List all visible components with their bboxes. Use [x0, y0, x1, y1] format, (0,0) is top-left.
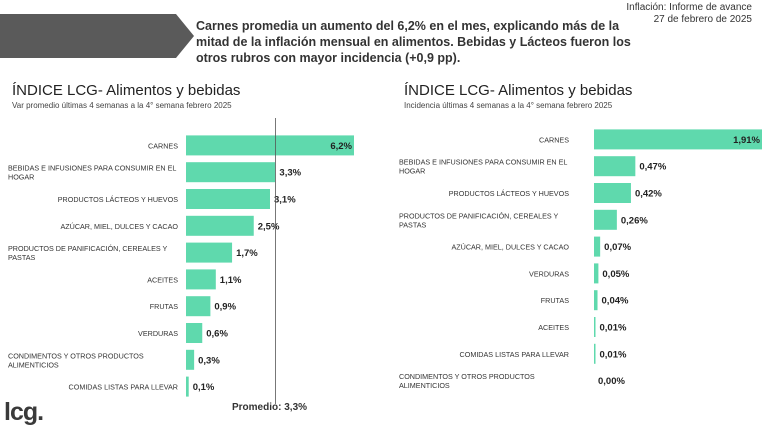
- variation-value-label: 3,3%: [279, 168, 301, 179]
- variation-category-label: COMIDAS LISTAS PARA LLEVAR: [69, 383, 178, 392]
- incidence-value-label: 1,91%: [733, 135, 760, 146]
- incidence-category-label: BEBIDAS E INFUSIONES PARA CONSUMIR EN EL: [399, 158, 567, 167]
- incidence-value-label: 0,05%: [602, 269, 629, 280]
- variation-value-label: 0,9%: [214, 302, 236, 313]
- incidence-value-label: 0,01%: [600, 349, 627, 360]
- variation-bar: [186, 269, 216, 290]
- variation-bar: [186, 189, 270, 209]
- incidence-value-label: 0,01%: [600, 323, 627, 334]
- incidence-bar: [594, 290, 598, 311]
- variation-bar: [186, 215, 254, 236]
- incidence-category-label: VERDURAS: [529, 269, 569, 278]
- variation-bar: [186, 296, 211, 317]
- variation-bar: [186, 323, 203, 343]
- incidence-value-label: 0,47%: [639, 162, 666, 173]
- variation-value-label: 0,3%: [198, 355, 220, 366]
- headline-banner-arrow: [0, 14, 194, 58]
- variation-value-label: 2,5%: [258, 221, 280, 232]
- variation-category-label: PASTAS: [8, 253, 35, 262]
- variation-category-label: CONDIMENTOS Y OTROS PRODUCTOS: [8, 351, 144, 360]
- variation-value-label: 6,2%: [330, 141, 352, 152]
- chart-subtitle-incidence: Incidencia últimas 4 semanas a la 4° sem…: [404, 101, 613, 110]
- incidence-value-label: 0,42%: [635, 189, 662, 200]
- lcg-logo: lcg.: [4, 398, 44, 426]
- incidence-category-label: COMIDAS LISTAS PARA LLEVAR: [460, 350, 569, 359]
- variation-category-label: BEBIDAS E INFUSIONES PARA CONSUMIR EN EL: [8, 164, 176, 173]
- variation-category-label: AZÚCAR, MIEL, DULCES Y CACAO: [60, 222, 178, 231]
- incidence-bar: [594, 129, 762, 150]
- incidence-value-label: 0,07%: [604, 242, 631, 253]
- variation-bar: [186, 349, 195, 370]
- incidence-bar: [594, 236, 601, 257]
- incidence-bar: [594, 317, 596, 337]
- variation-value-label: 0,1%: [193, 382, 215, 393]
- variation-bar: [186, 242, 233, 263]
- incidence-value-label: 0,04%: [602, 296, 629, 307]
- variation-category-label: ACEITES: [147, 275, 178, 284]
- incidence-bar: [594, 343, 596, 364]
- variation-bar-chart: CARNES 6,2% BEBIDAS E INFUSIONES PARA CONS…: [8, 118, 354, 404]
- report-type: Inflación: Informe de avance: [626, 2, 752, 13]
- variation-value-label: 1,1%: [220, 275, 242, 286]
- incidence-category-label: PRODUCTOS LÁCTEOS Y HUEVOS: [449, 189, 569, 198]
- incidence-category-label: PRODUCTOS DE PANIFICACIÓN, CEREALES Y: [399, 211, 559, 220]
- incidence-category-label: ACEITES: [538, 323, 569, 332]
- incidence-category-label: AZÚCAR, MIEL, DULCES Y CACAO: [451, 243, 569, 252]
- incidence-category-label: FRUTAS: [541, 296, 569, 305]
- incidence-category-label: HOGAR: [399, 167, 425, 176]
- average-label: Promedio: 3,3%: [232, 402, 308, 413]
- incidence-category-label: PASTAS: [399, 220, 426, 229]
- variation-category-label: HOGAR: [8, 173, 34, 182]
- chart-subtitle-variation: Var promedio últimas 4 semanas a la 4° s…: [12, 101, 232, 110]
- incidence-bar: [594, 263, 599, 284]
- incidence-category-label: ALIMENTICIOS: [399, 381, 450, 390]
- incidence-bar: [594, 156, 636, 177]
- incidence-category-label: CARNES: [539, 135, 569, 144]
- variation-bar: [186, 135, 354, 156]
- variation-category-label: PRODUCTOS DE PANIFICACIÓN, CEREALES Y: [8, 244, 168, 253]
- report-date: 27 de febrero de 2025: [653, 14, 752, 25]
- variation-value-label: 3,1%: [274, 195, 296, 206]
- chart-title-incidence: ÍNDICE LCG- Alimentos y bebidas: [404, 82, 633, 99]
- variation-category-label: PRODUCTOS LÁCTEOS Y HUEVOS: [58, 195, 178, 204]
- variation-value-label: 1,7%: [236, 248, 258, 259]
- incidence-value-label: 0,00%: [598, 376, 625, 387]
- headline-text: Carnes promedia un aumento del 6,2% en e…: [196, 19, 631, 65]
- variation-category-label: VERDURAS: [138, 329, 178, 338]
- incidence-value-label: 0,26%: [621, 215, 648, 226]
- variation-bar: [186, 376, 189, 397]
- variation-category-label: ALIMENTICIOS: [8, 360, 59, 369]
- variation-value-label: 0,6%: [206, 329, 228, 340]
- variation-bar: [186, 162, 276, 183]
- variation-category-label: CARNES: [148, 141, 178, 150]
- variation-category-label: FRUTAS: [150, 302, 178, 311]
- incidence-bar: [594, 209, 617, 230]
- incidence-bar: [594, 183, 631, 203]
- incidence-category-label: CONDIMENTOS Y OTROS PRODUCTOS: [399, 372, 535, 381]
- chart-title-variation: ÍNDICE LCG- Alimentos y bebidas: [12, 82, 241, 99]
